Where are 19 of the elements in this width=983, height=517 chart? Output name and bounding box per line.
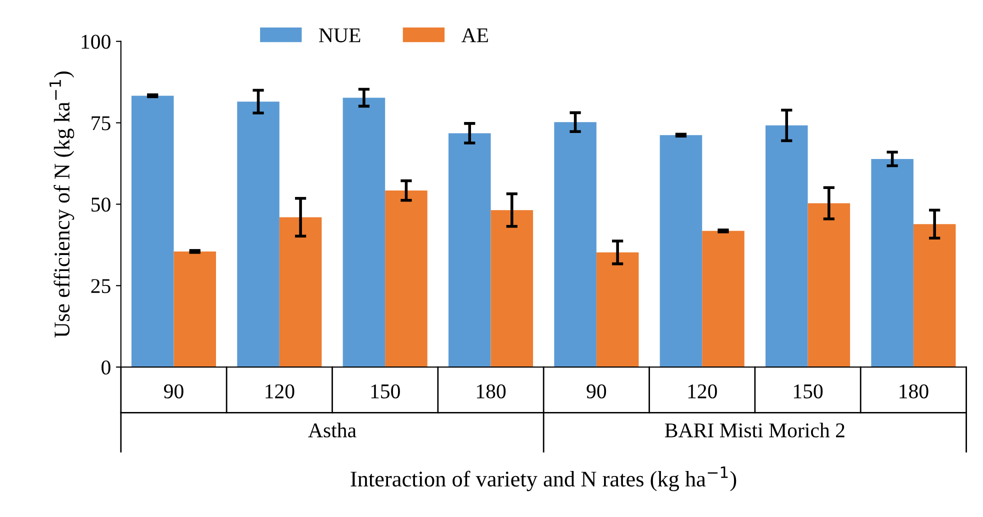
- y-tick-label: 75: [92, 116, 110, 130]
- x-tick-label: 180: [900, 384, 928, 398]
- x-tick-label: 120: [688, 384, 717, 398]
- x-tick-label: 120: [266, 384, 294, 398]
- x-tick-label: 90: [164, 384, 184, 398]
- x-tick-label: 180: [476, 384, 506, 398]
- x-tick-label: 150: [371, 384, 400, 398]
- y-tick-label: 50: [92, 198, 110, 212]
- y-tick-label: 0: [102, 360, 110, 375]
- y-tick-label: 100: [82, 34, 110, 49]
- x-axis-title: Interaction of variety and N rates (kg ha$^{−1}$): [350, 466, 736, 492]
- x-tick-label: 90: [586, 384, 606, 398]
- y-axis-title: Use efficiency of N (kg ka$^{−1}$): [49, 72, 74, 338]
- legend-label: AE: [461, 28, 488, 42]
- text: Astha: [308, 422, 356, 438]
- x-tick-label: 150: [794, 384, 823, 398]
- y-tick-label: 25: [91, 279, 110, 294]
- legend-label: NUE: [318, 28, 360, 42]
- text: BARI Misti Morich 2: [664, 422, 844, 438]
